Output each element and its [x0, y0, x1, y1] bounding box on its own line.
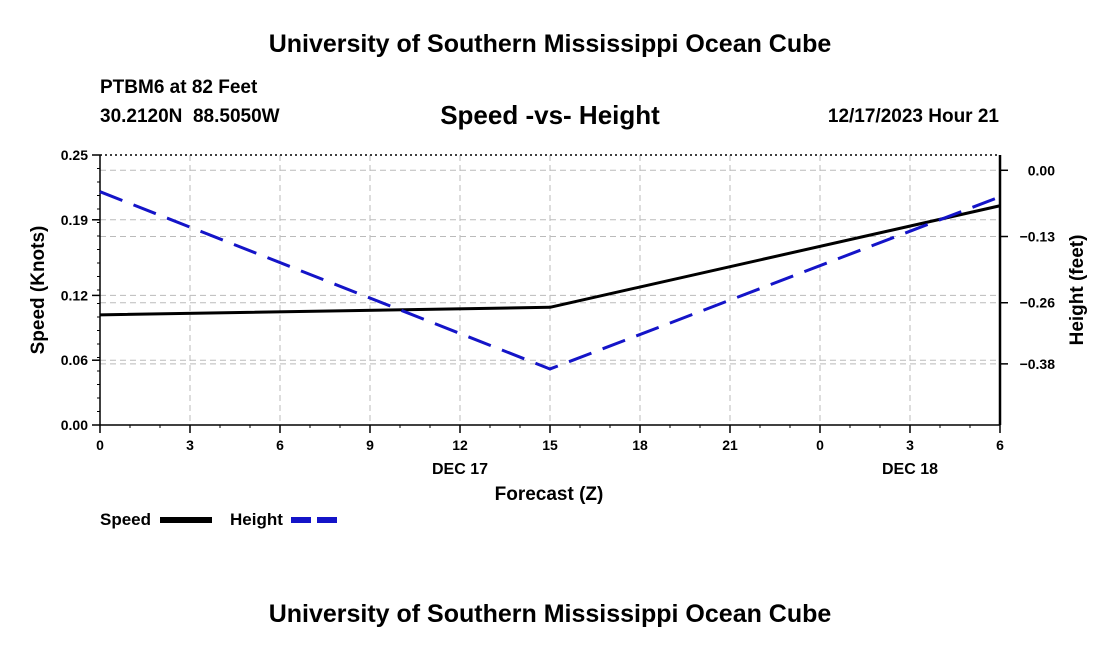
x-tick-label: 15	[542, 437, 558, 453]
x-axis-label: Forecast (Z)	[495, 484, 604, 505]
speed-height-chart: 0.00 0.06 0.12 0.19 0.25 0.00 −0.13 −0.26 −0.38 0…	[28, 147, 1088, 529]
x-tick-label: 18	[632, 437, 648, 453]
x-tick-label: 0	[96, 437, 104, 453]
station-label: PTBM6 at 82 Feet	[100, 77, 258, 98]
series-layer	[99, 190, 1001, 371]
x-tick-label: 0	[816, 437, 824, 453]
x-tick-label: 3	[186, 437, 194, 453]
y-tick-label: 0.12	[61, 287, 88, 303]
y2-axis-label: Height (feet)	[1067, 235, 1088, 346]
chart-title: Speed -vs- Height	[440, 100, 660, 130]
x-tick-label: 21	[722, 437, 738, 453]
x-tick-label: 9	[366, 437, 374, 453]
axes-layer: 0.00 0.06 0.12 0.19 0.25 0.00 −0.13 −0.26 −0.38 0…	[61, 147, 1055, 478]
y2-tick-label: 0.00	[1028, 162, 1055, 178]
height-series-line	[99, 190, 1001, 371]
y-axis-label: Speed (Knots)	[28, 226, 49, 355]
y2-tick-label: −0.13	[1020, 229, 1056, 245]
x-tick-label: 12	[452, 437, 468, 453]
speed-series-line	[99, 204, 1001, 317]
y2-tick-label: −0.38	[1020, 356, 1056, 372]
header-title: University of Southern Mississippi Ocean…	[268, 30, 832, 58]
y-tick-label: 0.25	[61, 147, 88, 163]
date-label: DEC 17	[432, 461, 488, 478]
date-label: DEC 18	[882, 461, 938, 478]
label-layer: Forecast (Z) Speed (Knots) Height (feet)	[28, 226, 1088, 505]
legend-speed-label: Speed	[100, 510, 151, 529]
x-tick-label: 3	[906, 437, 914, 453]
date-hour-label: 12/17/2023 Hour 21	[827, 106, 999, 127]
x-tick-label: 6	[276, 437, 284, 453]
footer-title: University of Southern Mississippi Ocean…	[268, 600, 832, 628]
y-tick-label: 0.06	[61, 352, 88, 368]
y-tick-label: 0.19	[61, 212, 88, 228]
legend-height-label: Height	[230, 510, 283, 529]
y-tick-label: 0.00	[61, 417, 88, 433]
x-tick-label: 6	[996, 437, 1004, 453]
legend: Speed Height	[100, 510, 343, 529]
coordinates-label: 30.2120N 88.5050W	[100, 106, 280, 127]
y2-tick-label: −0.26	[1020, 295, 1056, 311]
grid-layer	[100, 154, 1000, 425]
